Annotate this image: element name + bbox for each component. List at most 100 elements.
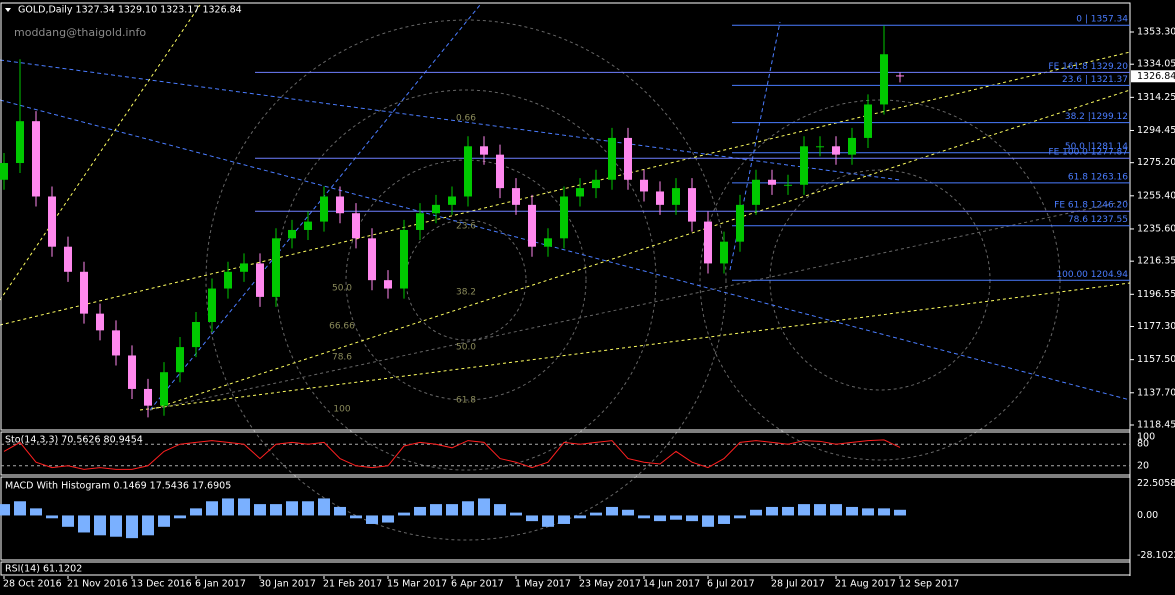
macd-bar [686,515,698,522]
macd-bar [574,515,586,519]
macd-bar [750,509,762,516]
chart-title: GOLD,Daily 1327.34 1329.10 1323.17 1326.… [18,5,242,16]
x-tick-label: 12 Sep 2017 [899,579,959,590]
macd-bar [382,515,394,523]
candle-body [0,163,8,180]
macd-bar [862,508,874,516]
fan-label: 0.66 [456,114,476,124]
x-tick-label: 28 Oct 2016 [3,579,62,590]
macd-bar [78,515,90,533]
fib-label: 38.2 |1299.12 [1065,112,1128,122]
candle-body [864,104,872,138]
candle-body [80,271,88,314]
candle-body [672,188,680,205]
macd-bar [766,506,778,516]
stoch-line [3,439,901,470]
candle-body [160,372,168,406]
pane-borders [0,2,1131,576]
x-tick-label: 28 Jul 2017 [771,579,825,590]
last-price-label: 1326.84 [1137,71,1175,82]
y-tick-label: 1294.45 [1137,125,1175,136]
x-tick-label: 6 Jan 2017 [195,579,246,590]
macd-bar [638,515,650,519]
candle-body [576,188,584,197]
candle-body [848,137,856,155]
candle-body [256,263,264,297]
macd-bar [126,515,138,539]
y-tick-label: 1177.30 [1137,321,1175,332]
candle-body [352,213,360,239]
stoch-tick-label: 80 [1137,439,1149,450]
candle-body [32,121,40,197]
fib-label: 50.0 |1281.14 [1065,142,1128,152]
macd-bar [702,515,714,527]
macd-bar [270,504,282,516]
macd-bar [606,506,618,516]
fan-label: 38.2 [456,288,476,298]
candle-body [528,204,536,247]
macd-bar [830,504,842,516]
macd-bar [398,512,410,516]
candle-body [688,188,696,222]
candle-body [368,238,376,281]
fan-label: 23.6 [456,222,476,232]
y-tick-label: 1275.20 [1137,157,1175,168]
candle-body [736,204,744,242]
x-tick-label: 1 May 2017 [515,579,571,590]
fan-label: 78.6 [332,353,352,363]
macd-bar [46,515,58,519]
candle-body [384,280,392,289]
fib-label: 23.6 | 1321.37 [1062,75,1128,85]
candle-body [800,146,808,185]
candle-body [464,146,472,197]
macd-bar [174,515,186,519]
macd-bar [590,512,602,516]
fib-label: FE 161.8 1329.20 [1048,62,1128,72]
macd-bar [430,504,442,516]
candle-body [720,241,728,264]
x-tick-label: 15 Mar 2017 [387,579,447,590]
macd-bar [94,515,106,536]
x-tick-label: 30 Jan 2017 [259,579,316,590]
macd-bar [894,509,906,516]
candle-body [192,321,200,348]
y-tick-label: 1235.60 [1137,223,1175,234]
x-tick-label: 13 Dec 2016 [131,579,192,590]
macd-tick-label: 0.00 [1137,510,1158,521]
macd-bar [14,501,26,516]
y-tick-label: 1157.50 [1137,354,1175,365]
candle-body [144,388,152,406]
macd-tick-label: 22.5058 [1137,478,1175,489]
candle-body [208,288,216,322]
macd-bar [222,498,234,516]
fan-label: 66.66 [329,322,355,332]
stoch-title: Sto(14,3,3) 70.5626 80.9454 [5,435,143,446]
y-tick-label: 1314.25 [1137,92,1175,103]
candle-body [784,184,792,186]
fan-label: 50.0 [332,284,352,294]
x-tick-label: 23 May 2017 [579,579,641,590]
candle-body [400,229,408,289]
candle-body [624,137,632,180]
macd-bar [158,515,170,527]
macd-bar [558,515,570,524]
macd-title: MACD With Histogram 0.1469 17.5436 17.69… [5,481,231,492]
macd-bar [238,498,250,516]
macd-bar [526,515,538,522]
x-tick-label: 21 Nov 2016 [67,579,128,590]
candle-body [608,137,616,180]
rsi-title: RSI(14) 61.1202 [5,564,82,575]
candle-body [240,263,248,272]
candle-body [224,271,232,289]
candle-body [48,196,56,247]
macd-bar [798,504,810,516]
candle-body [288,229,296,239]
macd-bar [142,515,154,536]
fib-label: FE 61.8 1246.20 [1054,201,1128,211]
fan-label: 100 [333,405,350,415]
macd-bar [670,515,682,520]
fib-label: 78.6 1237.55 [1068,215,1128,225]
candle-body [704,221,712,264]
candle-body [304,221,312,230]
